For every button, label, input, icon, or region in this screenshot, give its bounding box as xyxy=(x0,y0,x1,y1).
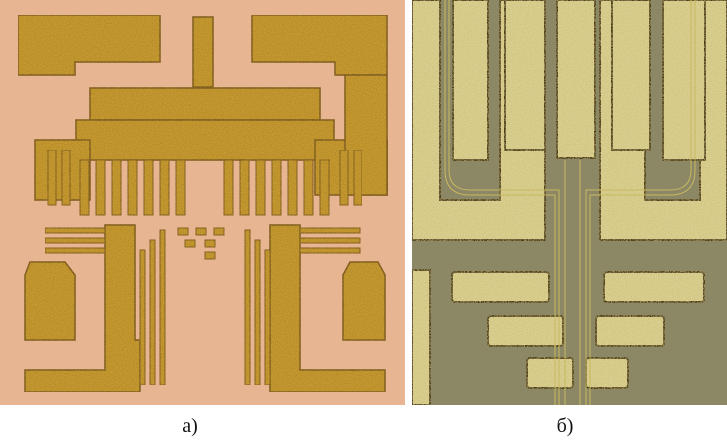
panel-b xyxy=(412,0,727,405)
figure: а) б) xyxy=(0,0,727,442)
panel-a xyxy=(0,0,405,405)
caption: б) xyxy=(557,415,574,437)
caption: а) xyxy=(182,415,198,437)
